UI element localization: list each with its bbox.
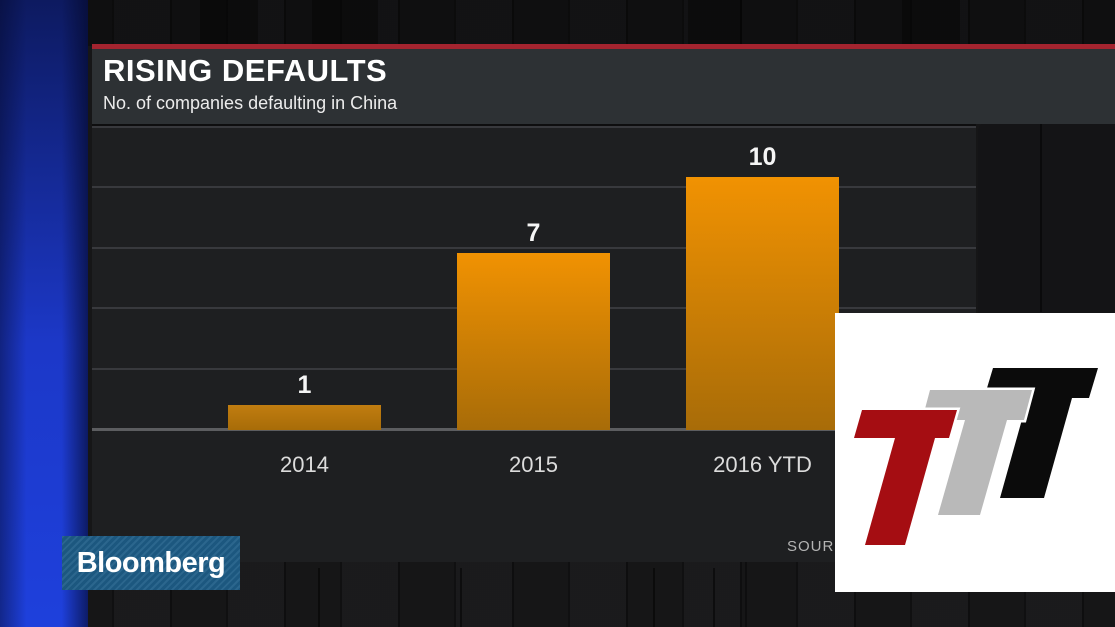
bar-value-label: 7 bbox=[526, 219, 541, 247]
studio-wall-column bbox=[902, 0, 960, 46]
chart-title: RISING DEFAULTS bbox=[103, 53, 388, 88]
station-watermark-logo bbox=[835, 313, 1115, 592]
wall-seam bbox=[745, 508, 747, 627]
bar-value-label: 1 bbox=[297, 371, 312, 399]
studio-wall-column bbox=[312, 0, 378, 46]
x-axis-label: 2016 YTD bbox=[713, 452, 812, 477]
wall-seam bbox=[318, 568, 320, 627]
chart-panel: 1 2014 7 2015 10 2016 YTD SOURCE: bbox=[92, 124, 976, 562]
gridline bbox=[92, 247, 976, 249]
x-axis-label: 2014 bbox=[280, 452, 329, 477]
chart-subtitle: No. of companies defaulting in China bbox=[103, 93, 398, 113]
bloomberg-logo: Bloomberg bbox=[62, 536, 240, 590]
bar bbox=[686, 177, 839, 430]
ttt-logo-graphic bbox=[850, 365, 1102, 548]
ttt-letter-red bbox=[850, 407, 961, 548]
left-blue-sidebar bbox=[0, 0, 88, 627]
gridline bbox=[92, 186, 976, 188]
studio-wall-column bbox=[688, 0, 742, 46]
wall-seam bbox=[713, 568, 715, 627]
bar bbox=[228, 405, 381, 430]
wall-seam bbox=[653, 568, 655, 627]
chart-header: RISING DEFAULTS No. of companies default… bbox=[92, 44, 1115, 124]
x-axis-label: 2015 bbox=[509, 452, 558, 477]
studio-wall-top-band bbox=[0, 0, 1115, 46]
gridline bbox=[92, 126, 976, 128]
wall-seam bbox=[1040, 124, 1042, 312]
wall-seam bbox=[460, 568, 462, 627]
header-background: RISING DEFAULTS No. of companies default… bbox=[92, 49, 1115, 124]
studio-wall-column bbox=[200, 0, 258, 46]
bloomberg-logo-text: Bloomberg bbox=[76, 546, 226, 579]
header-accent-bar bbox=[92, 44, 1115, 49]
bar-value-label: 10 bbox=[748, 143, 777, 171]
plot-area: 1 2014 7 2015 10 2016 YTD bbox=[92, 126, 976, 562]
bar bbox=[457, 253, 610, 430]
